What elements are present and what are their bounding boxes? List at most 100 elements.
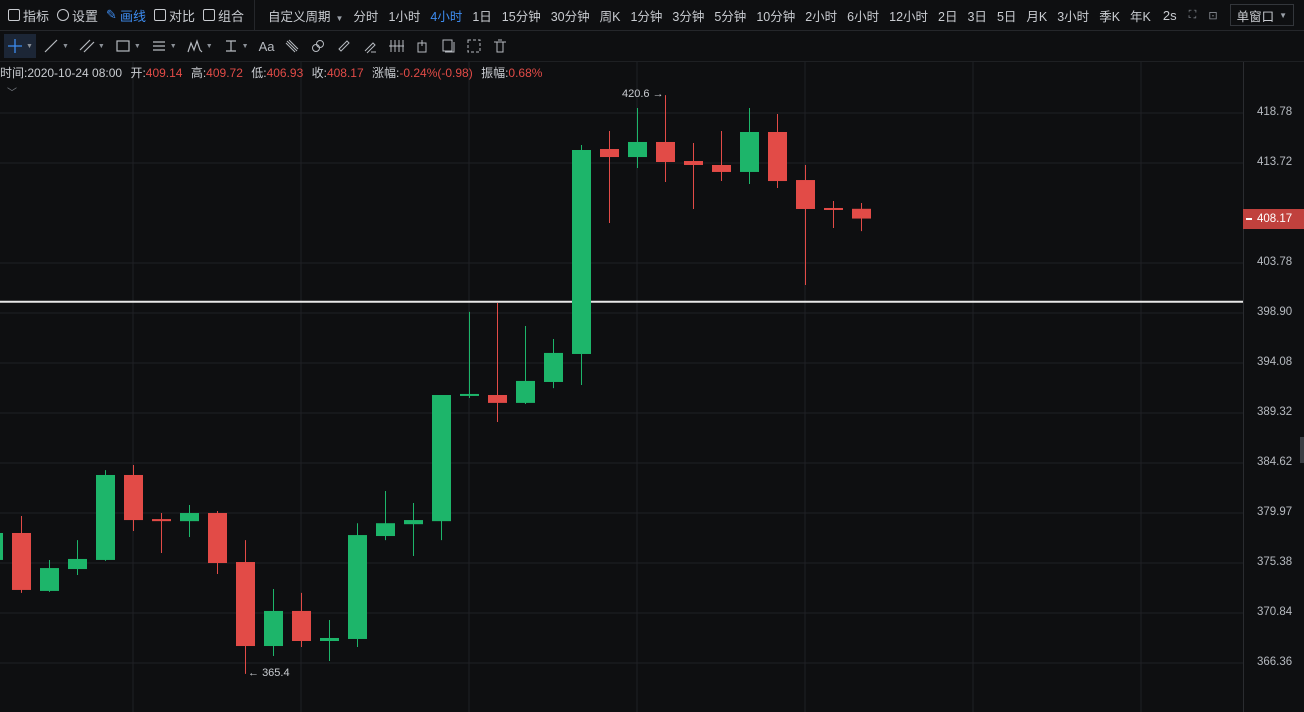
collapse-chevron-icon[interactable]: ﹀ [7, 88, 17, 99]
settings-label: 设置 [72, 8, 99, 24]
y-tick-label: 384.62 [1257, 455, 1293, 468]
compare-label: 对比 [168, 8, 195, 24]
y-tick-label: 403.78 [1257, 256, 1293, 269]
window-mode-dropdown[interactable]: 单窗口 ▼ [1229, 4, 1294, 26]
combo-button[interactable]: 组合 [202, 6, 244, 25]
lock-tool[interactable] [411, 34, 433, 58]
low-value: 406.93 [266, 66, 304, 80]
period-12[interactable]: 6小时 [847, 9, 880, 24]
candle-body [236, 562, 255, 647]
change-label: 涨幅: [372, 66, 400, 80]
caret-down-icon: ▼ [169, 42, 177, 50]
ruler-tool[interactable] [333, 34, 355, 58]
crosshair-tool[interactable]: ▼ [4, 34, 36, 58]
text-tool-label: Aa [258, 38, 275, 54]
wave-pattern-tool[interactable]: ▼ [184, 34, 216, 58]
candles-tool[interactable] [385, 34, 407, 58]
trend-line-tool[interactable]: ▼ [40, 34, 72, 58]
max-price-value: 420.6 [622, 88, 650, 101]
min-price-value: 365.4 [262, 666, 290, 679]
close-label: 收: [311, 66, 327, 80]
open-value: 409.14 [145, 66, 183, 80]
period-20[interactable]: 年K [1130, 9, 1151, 24]
trend-line-icon [44, 39, 58, 53]
period-14[interactable]: 2日 [938, 9, 958, 24]
current-price-tag: 408.17 [1243, 209, 1304, 229]
ohlc-info-bar: 时间:2020-10-24 08:00 开:409.14 高:409.72 低:… [0, 64, 542, 81]
drawing-toolbar: ▼ ▼ ▼ ▼ ▼ ▼ ▼ Aa [0, 31, 1304, 62]
fullscreen-icon[interactable]: ⛶ [1188, 8, 1197, 21]
settings-button[interactable]: 设置 [57, 6, 98, 25]
copy-icon [442, 39, 455, 53]
compare-button[interactable]: 对比 [153, 6, 195, 25]
wave-pattern-icon [187, 39, 203, 53]
candle-body [460, 393, 479, 396]
screenshot-tool[interactable] [463, 34, 485, 58]
period-15[interactable]: 3日 [967, 9, 987, 24]
candle-body [796, 180, 815, 209]
window-mode-label: 单窗口 [1236, 9, 1275, 24]
candle-body [432, 395, 451, 522]
candle-body [264, 610, 283, 647]
candle-body [768, 132, 787, 182]
period-11[interactable]: 2小时 [805, 9, 838, 24]
y-tick-label: 413.72 [1257, 156, 1293, 168]
period-19[interactable]: 季K [1099, 9, 1121, 24]
copy-tool[interactable] [437, 34, 459, 58]
period-3[interactable]: 1日 [472, 9, 492, 24]
custom-period-dropdown[interactable]: 自定义周期 ▼ [268, 6, 343, 25]
y-tick-label: 398.90 [1257, 306, 1293, 319]
indicator-label: 指标 [23, 8, 50, 24]
text-tool[interactable]: Aa [256, 34, 278, 58]
pencil-icon: ✎ [106, 7, 117, 22]
candle-body [0, 532, 3, 560]
candle-body [852, 208, 871, 219]
period-0[interactable]: 分时 [353, 9, 379, 24]
delete-tool[interactable] [489, 34, 511, 58]
period-4[interactable]: 15分钟 [501, 9, 541, 24]
time-value: 2020-10-24 08:00 [27, 66, 123, 80]
draw-line-label: 画线 [119, 8, 146, 24]
new-window-icon[interactable]: ⊡ [1208, 9, 1218, 22]
period-list: 分时 1小时 4小时 1日 15分钟 30分钟 周K 1分钟 3分钟 5分钟 10分钟 2小时 6小时 1… [348, 6, 1155, 25]
combo-label: 组合 [217, 8, 244, 24]
top-toolbar: 指标 设置 ✎ 画线 对比 组合 自定义周期 ▼ 分时 1小时 4小时 1日 15分钟 30… [0, 0, 1304, 31]
period-2[interactable]: 4小时 [430, 9, 463, 24]
brush-tool[interactable] [359, 34, 381, 58]
period-17[interactable]: 月K [1026, 9, 1048, 24]
period-5[interactable]: 30分钟 [550, 9, 590, 24]
change-value: -0.24%(-0.98) [399, 66, 473, 80]
right-tools: 2s ⛶ ⊡ 单窗口 ▼ [1163, 0, 1304, 30]
current-price-value: 408.17 [1257, 213, 1293, 225]
period-10[interactable]: 10分钟 [756, 9, 796, 24]
period-7[interactable]: 1分钟 [630, 9, 663, 24]
y-tick-label: 379.97 [1257, 506, 1293, 519]
price-axis[interactable] [1243, 62, 1304, 712]
candle-body [516, 380, 535, 403]
indicator-button[interactable]: 指标 [8, 6, 49, 25]
candlestick-chart[interactable] [0, 62, 1243, 712]
crosshair-icon [8, 39, 22, 53]
parallel-channel-tool[interactable]: ▼ [76, 34, 108, 58]
caret-down-icon: ▼ [133, 42, 141, 50]
period-16[interactable]: 5日 [996, 9, 1017, 24]
refresh-interval[interactable]: 2s [1162, 7, 1177, 23]
measure-tool[interactable]: ▼ [220, 34, 252, 58]
magnet-tool[interactable] [281, 34, 303, 58]
period-8[interactable]: 3分钟 [672, 9, 705, 24]
candle-body [684, 161, 703, 165]
screenshot-icon [467, 39, 481, 53]
period-9[interactable]: 5分钟 [714, 9, 747, 24]
horizontal-lines-tool[interactable]: ▼ [148, 34, 180, 58]
period-1[interactable]: 1小时 [388, 9, 421, 24]
period-6[interactable]: 周K [599, 9, 621, 24]
candle-body [68, 558, 87, 570]
candle-body [208, 513, 227, 564]
period-18[interactable]: 3小时 [1057, 9, 1090, 24]
period-13[interactable]: 12小时 [889, 9, 929, 24]
draw-line-button[interactable]: ✎ 画线 [106, 6, 146, 25]
rectangle-tool[interactable]: ▼ [112, 34, 144, 58]
scroll-handle[interactable] [1300, 437, 1304, 463]
link-tool[interactable] [307, 34, 329, 58]
amplitude-label: 振幅: [481, 66, 509, 80]
